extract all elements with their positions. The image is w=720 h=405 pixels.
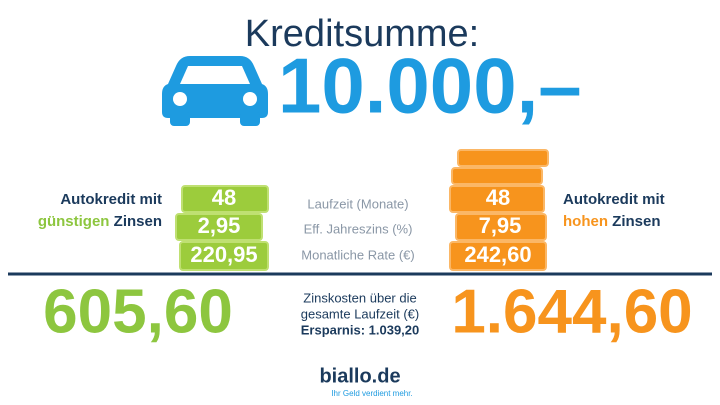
right-label: hohen Zinsen xyxy=(563,213,661,230)
loan-amount: 10.000,– xyxy=(278,42,582,130)
row-label: Laufzeit (Monate) xyxy=(307,196,408,211)
orange-coins xyxy=(449,149,549,271)
right-rest: Zinsen xyxy=(612,213,660,230)
car-icon xyxy=(162,56,268,126)
left-value: 48 xyxy=(212,185,236,210)
right-value: 7,95 xyxy=(479,213,522,238)
left-label: günstigen Zinsen xyxy=(38,213,162,230)
left-value: 220,95 xyxy=(190,242,257,267)
right-value: 48 xyxy=(486,185,510,210)
right-label: Autokredit mit xyxy=(563,191,665,208)
row-label: Monatliche Rate (€) xyxy=(301,247,414,262)
right-total: 1.644,60 xyxy=(451,277,692,346)
right-highlight: hohen xyxy=(563,213,608,230)
left-total: 605,60 xyxy=(43,277,233,346)
left-rest: Zinsen xyxy=(114,213,162,230)
title: Kreditsumme: xyxy=(245,13,479,55)
logo: biallo.de xyxy=(319,365,400,387)
summary: Zinskosten über die xyxy=(303,290,416,305)
left-highlight: günstigen xyxy=(38,213,110,230)
right-value: 242,60 xyxy=(464,242,531,267)
row-label: Eff. Jahreszins (%) xyxy=(304,221,413,236)
slogan: Ihr Geld verdient mehr. xyxy=(331,389,412,398)
left-value: 2,95 xyxy=(198,213,241,238)
left-label: Autokredit mit xyxy=(60,191,162,208)
green-coins xyxy=(175,185,269,271)
savings: Ersparnis: 1.039,20 xyxy=(301,322,420,337)
summary: gesamte Laufzeit (€) xyxy=(301,306,420,321)
